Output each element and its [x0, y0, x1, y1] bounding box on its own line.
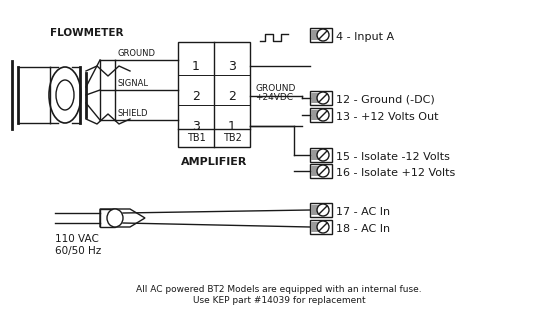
- Ellipse shape: [107, 209, 123, 227]
- Circle shape: [317, 92, 329, 104]
- Circle shape: [317, 165, 329, 177]
- Text: 18 - AC In: 18 - AC In: [336, 224, 390, 234]
- Bar: [310, 108, 332, 122]
- Text: 1: 1: [192, 60, 200, 73]
- Bar: [310, 220, 332, 234]
- Bar: [311, 166, 323, 176]
- Circle shape: [317, 109, 329, 121]
- Bar: [310, 28, 332, 42]
- Bar: [311, 222, 323, 232]
- Bar: [311, 93, 323, 103]
- Text: All AC powered BT2 Models are equipped with an internal fuse.: All AC powered BT2 Models are equipped w…: [136, 285, 422, 294]
- Text: 15 - Isolate -12 Volts: 15 - Isolate -12 Volts: [336, 152, 450, 162]
- Bar: [310, 164, 332, 178]
- Circle shape: [317, 29, 329, 41]
- Bar: [310, 203, 332, 217]
- Text: TB2: TB2: [223, 133, 242, 143]
- Text: 3: 3: [228, 60, 236, 73]
- FancyArrow shape: [100, 209, 145, 227]
- Bar: [100, 209, 115, 227]
- Text: 110 VAC
60/50 Hz: 110 VAC 60/50 Hz: [55, 234, 101, 256]
- Text: GROUND: GROUND: [118, 49, 156, 58]
- Ellipse shape: [56, 80, 74, 110]
- Circle shape: [317, 221, 329, 233]
- Text: FLOWMETER: FLOWMETER: [50, 28, 123, 38]
- Text: 3: 3: [192, 119, 200, 132]
- Text: +24VDC: +24VDC: [255, 93, 293, 102]
- Text: Use KEP part #14039 for replacement: Use KEP part #14039 for replacement: [193, 296, 365, 305]
- Text: SIGNAL: SIGNAL: [118, 79, 149, 88]
- Bar: [178, 42, 250, 147]
- Text: 16 - Isolate +12 Volts: 16 - Isolate +12 Volts: [336, 168, 455, 178]
- Circle shape: [317, 149, 329, 161]
- Text: 12 - Ground (-DC): 12 - Ground (-DC): [336, 95, 435, 105]
- Bar: [311, 150, 323, 160]
- Bar: [311, 30, 323, 40]
- Circle shape: [317, 204, 329, 216]
- Text: 4 - Input A: 4 - Input A: [336, 32, 394, 42]
- Text: AMPLIFIER: AMPLIFIER: [181, 157, 247, 167]
- Text: 1: 1: [228, 119, 236, 132]
- Bar: [310, 91, 332, 105]
- Bar: [310, 148, 332, 162]
- Text: 13 - +12 Volts Out: 13 - +12 Volts Out: [336, 112, 439, 122]
- Ellipse shape: [49, 67, 81, 123]
- Text: SHIELD: SHIELD: [118, 109, 148, 118]
- Text: 2: 2: [228, 90, 236, 102]
- Bar: [311, 205, 323, 215]
- Bar: [311, 110, 323, 120]
- Text: 17 - AC In: 17 - AC In: [336, 207, 390, 217]
- Text: 2: 2: [192, 90, 200, 102]
- Text: TB1: TB1: [186, 133, 205, 143]
- Text: GROUND: GROUND: [255, 84, 295, 93]
